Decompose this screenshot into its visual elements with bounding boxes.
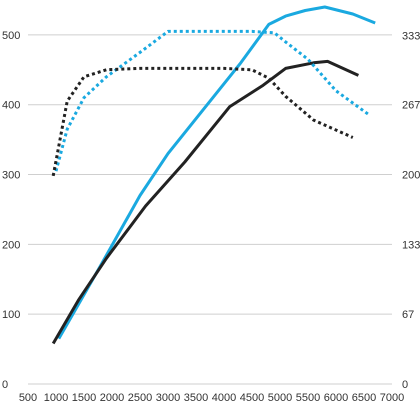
y2-tick-label: 67 [402, 309, 414, 321]
y2-tick-label: 200 [402, 170, 420, 182]
x-tick-label: 3000 [156, 392, 180, 404]
series-line-3 [54, 29, 371, 172]
gridlines [28, 34, 392, 385]
y-tick-label: 300 [2, 170, 20, 182]
x-tick-label: 2500 [128, 392, 152, 404]
series-line-1 [57, 5, 376, 340]
x-tick-label: 4500 [240, 392, 264, 404]
x-tick-label: 5500 [296, 392, 320, 404]
y2-tick-label: 0 [402, 379, 408, 391]
series-line-4 [51, 66, 354, 177]
x-tick-label: 6000 [324, 392, 348, 404]
y2-tick-label: 267 [402, 99, 420, 111]
y2-tick-label: 133 [402, 240, 420, 252]
series-line-2 [51, 59, 360, 345]
y-axis-ticks: 0 100 200 300 400 500 [2, 30, 20, 391]
y-tick-label: 500 [2, 30, 20, 42]
y-tick-label: 100 [2, 309, 20, 321]
y-tick-label: 400 [2, 100, 20, 112]
x-tick-label: 2000 [100, 392, 124, 404]
series-lines [51, 5, 376, 345]
x-tick-label: 5000 [268, 392, 292, 404]
x-tick-label: 6500 [352, 392, 376, 404]
x-axis-ticks: 500 1000 1500 2000 2500 3000 3500 4000 4500 5000 5… [19, 392, 404, 404]
y-tick-label: 200 [2, 239, 20, 251]
x-tick-label: 4000 [212, 392, 236, 404]
y2-tick-label: 333 [402, 30, 420, 42]
x-tick-label: 7000 [380, 392, 404, 404]
y-tick-label: 0 [2, 379, 8, 391]
y2-axis-ticks: 0 67 133 200 267 333 [402, 30, 420, 391]
x-tick-label: 1000 [44, 392, 68, 404]
x-tick-label: 1500 [72, 392, 96, 404]
x-tick-label: 3500 [184, 392, 208, 404]
x-tick-label: 500 [19, 392, 37, 404]
